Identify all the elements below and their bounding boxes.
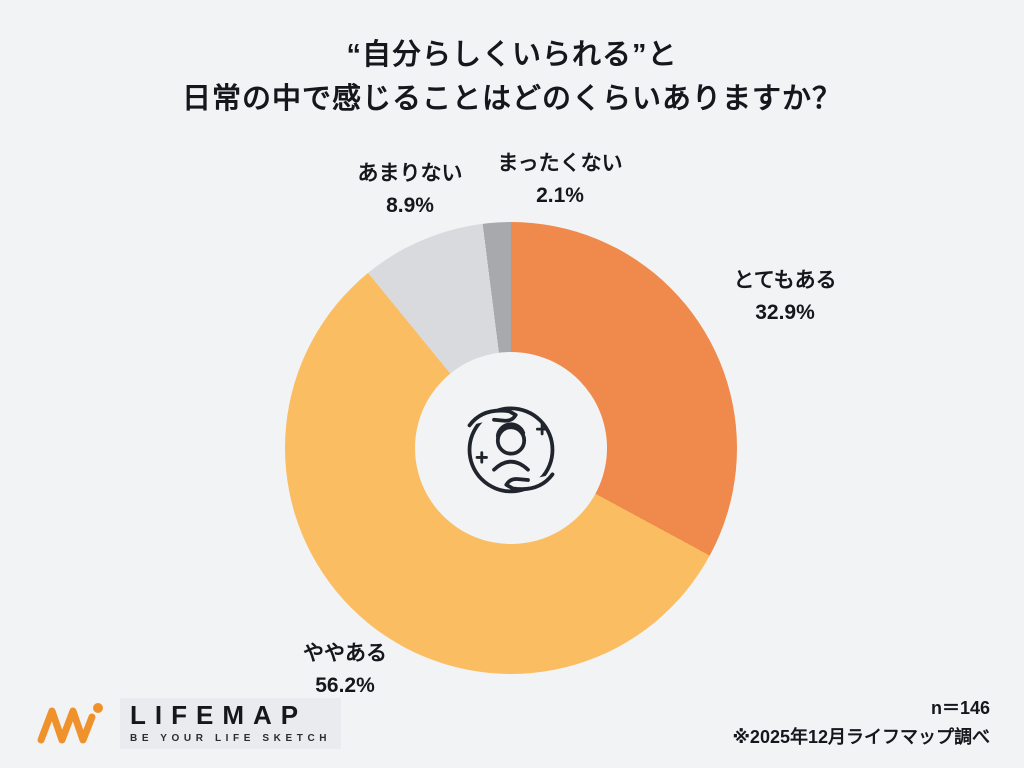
lifemap-wordmark: LIFEMAP: [130, 700, 308, 730]
source-credit-text: ※2025年12月ライフマップ調べ: [732, 726, 990, 747]
lifemap-tagline: BE YOUR LIFE SKETCH: [130, 732, 332, 744]
segment-label-somewhat: ややある 56.2%: [260, 638, 430, 701]
segment-percent: 32.9%: [755, 300, 815, 324]
segment-label-very-much: とてもある 32.9%: [700, 265, 870, 328]
segment-percent: 56.2%: [315, 673, 375, 697]
segment-percent: 8.9%: [386, 193, 434, 217]
page-title: “自分らしくいられる”と 日常の中で感じることはどのくらいありますか？: [0, 34, 1024, 121]
segment-name: まったくない: [497, 152, 623, 175]
lifemap-logo: LIFEMAP BE YOUR LIFE SKETCH: [34, 698, 342, 749]
hands-holding-person-icon: [467, 406, 555, 494]
lifemap-logo-text: LIFEMAP BE YOUR LIFE SKETCH: [120, 698, 342, 749]
sample-size-text: n＝146: [930, 698, 990, 718]
segment-name: ややある: [303, 642, 387, 665]
segment-name: とてもある: [733, 269, 837, 292]
donut-chart-hole: [415, 352, 607, 544]
title-line-1: “自分らしくいられる”と: [346, 39, 678, 71]
segment-label-not-much: あまりない 8.9%: [328, 158, 492, 221]
segment-label-not-at-all: まったくない 2.1%: [478, 148, 642, 211]
survey-source-note: n＝146 ※2025年12月ライフマップ調べ: [732, 694, 990, 752]
title-line-2: 日常の中で感じることはどのくらいありますか？: [181, 82, 842, 115]
lifemap-logo-mark-icon: [37, 703, 103, 744]
segment-percent: 2.1%: [536, 183, 584, 207]
segment-name: あまりない: [357, 162, 463, 185]
